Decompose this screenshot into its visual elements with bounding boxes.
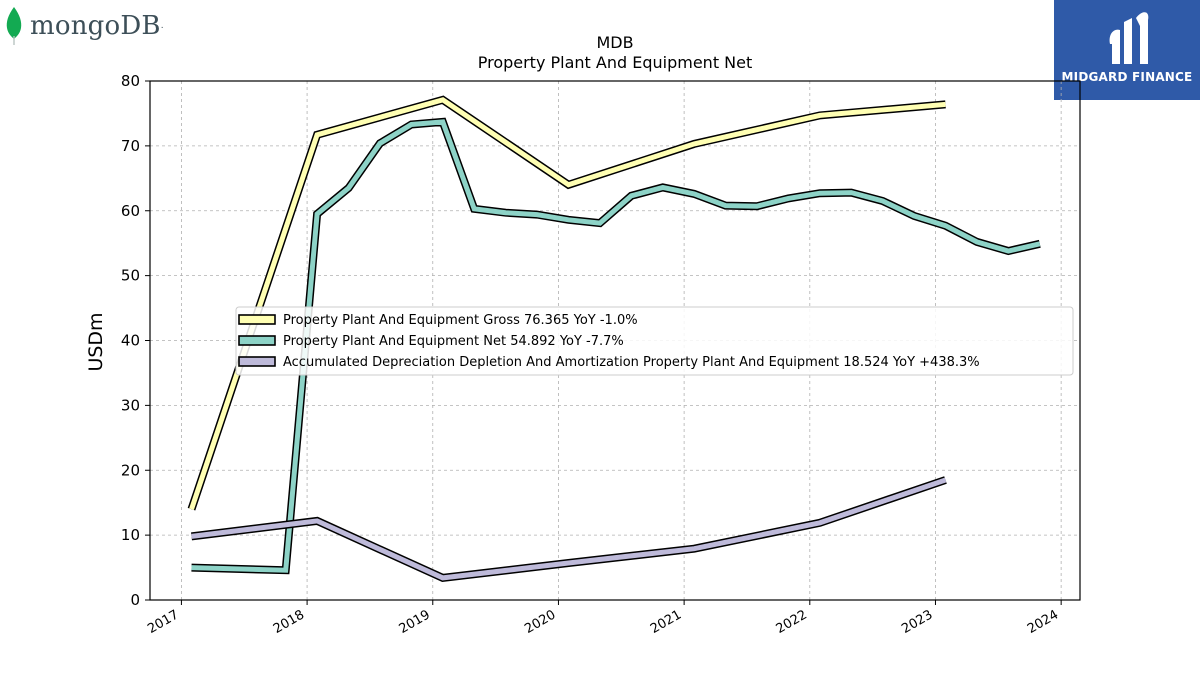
y-tick-label: 30 [121,396,140,414]
y-tick-label: 70 [121,137,140,155]
mongodb-logo-mark: . [160,21,164,31]
series-line-3 [191,477,947,581]
legend-swatch-3 [238,356,276,367]
mongodb-logo: mongoDB. [4,4,164,48]
y-axis-label: USDm [85,312,107,371]
x-tick-label: 2017 [145,607,181,637]
midgard-logo-text: MIDGARD FINANCE [1061,70,1193,84]
y-tick-label: 80 [121,72,140,90]
legend-swatch-1 [238,314,276,325]
x-tick-label: 2021 [648,607,684,637]
x-tick-label: 2018 [271,607,307,637]
legend-label-2: Property Plant And Equipment Net 54.892 … [283,334,624,349]
chart-title: MDB [596,33,633,52]
chart-subtitle: Property Plant And Equipment Net [478,53,753,72]
x-tick-label: 2020 [522,607,558,637]
y-tick-label: 20 [121,461,140,479]
legend-box [235,306,1074,376]
midgard-mark-icon [1109,12,1149,64]
x-tick-label: 2023 [899,607,935,637]
legend-swatch-2 [238,335,276,346]
midgard-finance-logo: MIDGARD FINANCE [1054,0,1200,100]
series-line-2 [191,119,1041,573]
mongodb-logo-text: mongoDB [30,11,161,41]
legend-label-1: Property Plant And Equipment Gross 76.36… [283,313,638,328]
legend-label-3: Accumulated Depreciation Depletion And A… [283,355,980,370]
x-tick-label: 2019 [397,607,433,637]
y-tick-label: 60 [121,202,140,220]
y-tick-label: 40 [121,332,140,350]
mongodb-leaf-icon [6,7,22,45]
x-tick-label: 2022 [774,607,810,637]
series-line-1 [189,97,946,510]
series-line-outline-1 [187,95,946,511]
y-tick-label: 10 [121,526,140,544]
y-tick-label: 0 [130,591,140,609]
x-tick-label: 2024 [1025,607,1061,637]
y-tick-label: 50 [121,267,140,285]
